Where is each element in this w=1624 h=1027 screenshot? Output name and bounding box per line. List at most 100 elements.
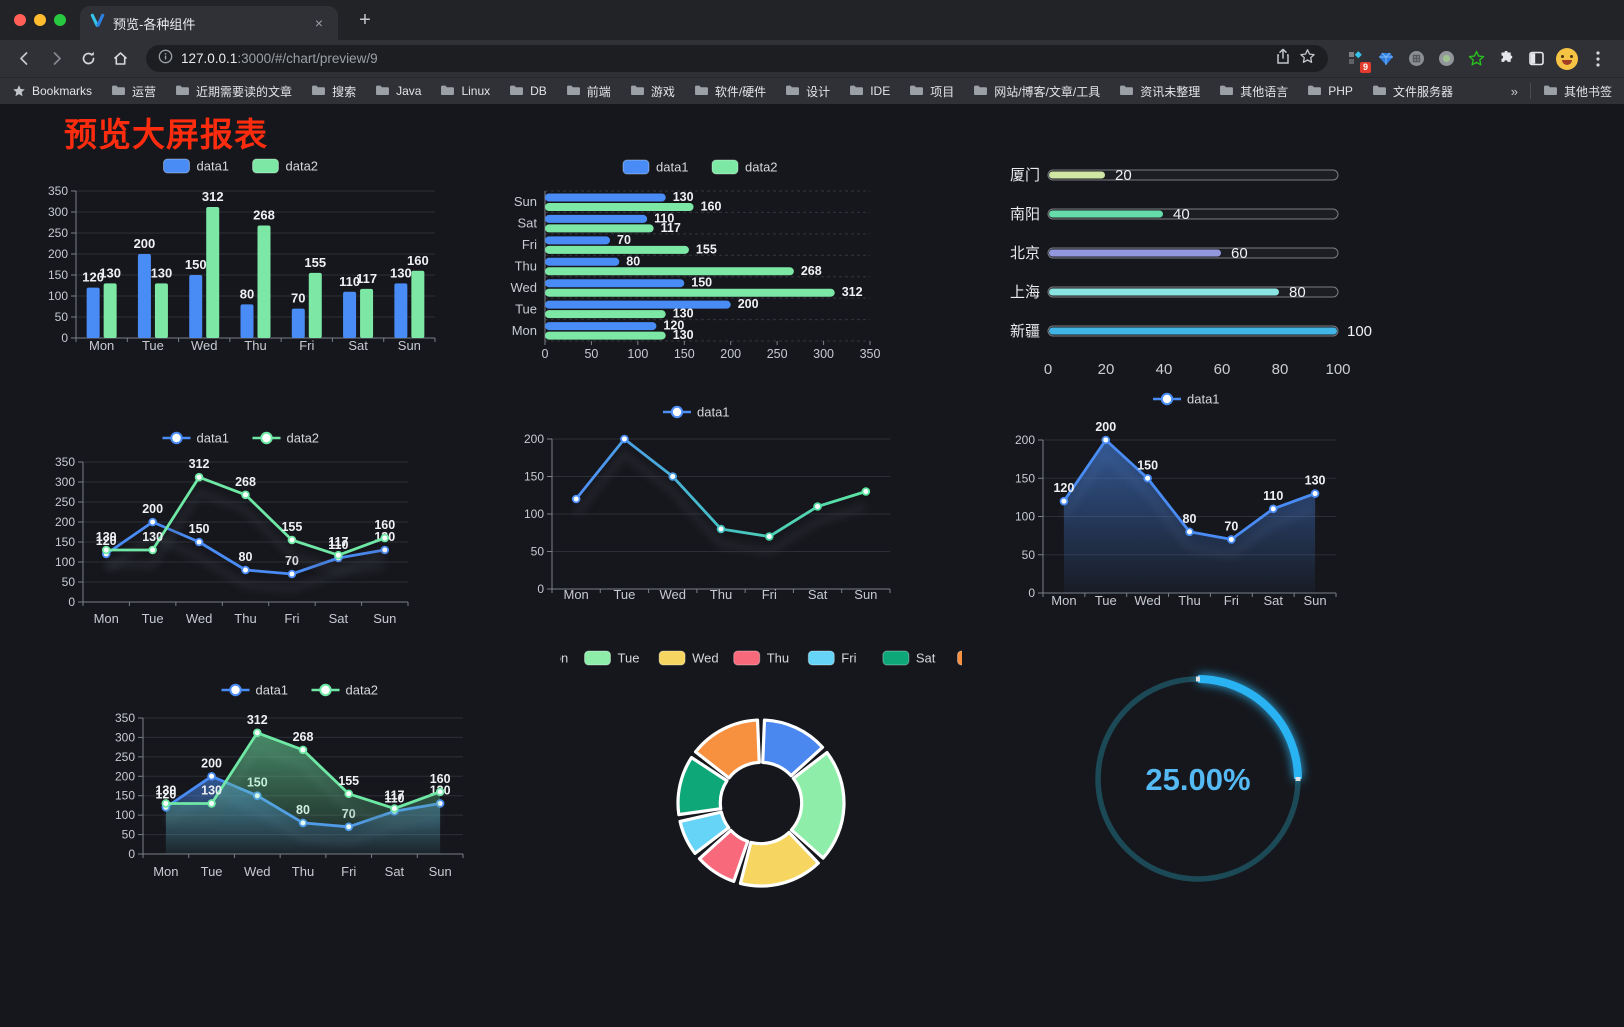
address-bar[interactable]: 127.0.0.1:3000/#/chart/preview/9: [146, 45, 1328, 72]
bookmark-folder[interactable]: PHP: [1307, 84, 1353, 99]
bookmark-folder[interactable]: 资讯未整理: [1119, 83, 1200, 100]
extension-star-icon[interactable]: [1466, 49, 1486, 69]
svg-text:117: 117: [328, 535, 348, 549]
bookmarks-right: » 其他书签: [1511, 83, 1612, 100]
svg-text:Sun: Sun: [398, 338, 421, 353]
browser-tab[interactable]: 预览-各种组件 ×: [80, 6, 338, 40]
tab-close-icon[interactable]: ×: [314, 15, 324, 31]
back-button[interactable]: [10, 45, 38, 73]
profile-avatar[interactable]: [1556, 47, 1578, 70]
bookmark-folder[interactable]: 网站/博客/文章/工具: [973, 83, 1100, 100]
svg-text:Sat: Sat: [517, 216, 537, 231]
bookmark-folder[interactable]: 运营: [111, 83, 156, 100]
forward-button[interactable]: [42, 45, 70, 73]
bookmarks-overflow-chevron[interactable]: »: [1510, 83, 1518, 99]
home-button[interactable]: [106, 45, 134, 73]
chart-line-two-series[interactable]: 0 50 100 150 200 250 300 350 Mon Tue Wed Thu Fri Sat S…: [40, 424, 445, 646]
bookmark-folder[interactable]: 项目: [909, 83, 954, 100]
bookmark-folder[interactable]: DB: [509, 84, 547, 99]
bookmarks-manager[interactable]: Bookmarks: [12, 84, 92, 98]
svg-text:312: 312: [842, 285, 863, 299]
folder-icon: [909, 84, 924, 99]
bookmarks-bar: Bookmarks 运营 近期需要读的文章 搜索 Java Linux DB 前端 游戏 软件/…: [0, 77, 1624, 104]
menu-kebab-icon[interactable]: [1588, 49, 1608, 69]
reload-button[interactable]: [74, 45, 102, 73]
folder-icon: [849, 84, 864, 99]
extension-circle-cmd-icon[interactable]: [1406, 49, 1426, 69]
extension-circle-dot-icon[interactable]: [1436, 49, 1456, 69]
svg-text:50: 50: [531, 545, 545, 559]
folder-icon: [440, 84, 455, 99]
extension-gem-icon[interactable]: [1376, 49, 1396, 69]
svg-text:200: 200: [134, 236, 156, 251]
svg-text:Fri: Fri: [299, 338, 314, 353]
bookmark-star-icon[interactable]: [1299, 48, 1316, 70]
bookmark-folder[interactable]: 文件服务器: [1372, 83, 1453, 100]
bookmark-folder[interactable]: 前端: [566, 83, 611, 100]
site-info-icon[interactable]: [158, 49, 173, 69]
svg-text:新疆: 新疆: [1010, 323, 1040, 340]
bookmark-folder[interactable]: IDE: [849, 84, 890, 99]
bookmark-folder[interactable]: Linux: [440, 84, 490, 99]
share-icon[interactable]: [1275, 48, 1291, 70]
bookmark-folder[interactable]: Java: [375, 84, 421, 99]
close-window-button[interactable]: [14, 14, 26, 26]
bookmark-folder[interactable]: 其他语言: [1219, 83, 1288, 100]
svg-text:Thu: Thu: [710, 587, 732, 602]
chart-area-two-series[interactable]: 0 50 100 150 200 250 300 350 Mon Tue Wed Thu Fri Sat S…: [98, 674, 505, 902]
svg-text:Wed: Wed: [191, 338, 218, 353]
chart-line-area[interactable]: 0 50 100 150 200 Mon Tue Wed Thu Fri Sat Sun data1 12…: [988, 389, 1388, 617]
zoom-window-button[interactable]: [54, 14, 66, 26]
svg-text:Mon: Mon: [1051, 593, 1076, 608]
folder-icon: [1307, 84, 1322, 99]
svg-text:Tue: Tue: [201, 864, 223, 879]
minimize-window-button[interactable]: [34, 14, 46, 26]
svg-text:150: 150: [185, 257, 207, 272]
bookmark-folder[interactable]: 近期需要读的文章: [175, 83, 292, 100]
svg-text:312: 312: [202, 189, 224, 204]
bookmark-folder[interactable]: 设计: [785, 83, 830, 100]
svg-text:200: 200: [1015, 433, 1035, 447]
svg-text:0: 0: [537, 582, 544, 596]
bookmark-folder[interactable]: 游戏: [630, 83, 675, 100]
extension-grid-icon[interactable]: 9: [1346, 49, 1371, 73]
svg-text:155: 155: [338, 774, 359, 788]
svg-text:Wed: Wed: [1134, 593, 1161, 608]
chart-bar-horizontal[interactable]: data1 data2 Sun 130 160 Sat 110 117 Fri 70 155 Thu 8…: [505, 154, 899, 369]
folder-icon: [111, 84, 126, 99]
other-bookmarks-folder[interactable]: 其他书签: [1543, 83, 1612, 100]
svg-text:Thu: Thu: [234, 611, 256, 626]
svg-text:268: 268: [293, 730, 314, 744]
tab-title: 预览-各种组件: [113, 16, 196, 32]
svg-text:200: 200: [55, 515, 75, 529]
svg-text:117: 117: [661, 221, 681, 235]
svg-text:Tue: Tue: [142, 338, 164, 353]
bookmark-folder[interactable]: 软件/硬件: [694, 83, 766, 100]
folder-icon: [973, 84, 988, 99]
folder-icon: [311, 84, 326, 99]
chart-canvas: 0 50 100 150 200 Mon Tue Wed Thu Fri Sat Sun data1: [524, 405, 891, 602]
svg-text:155: 155: [696, 242, 717, 256]
chart-canvas: 25.00%: [1095, 675, 1302, 882]
svg-text:80: 80: [240, 286, 254, 301]
sidebar-toggle-icon[interactable]: [1526, 49, 1546, 69]
chart-line-gradient[interactable]: 0 50 100 150 200 Mon Tue Wed Thu Fri Sat Sun data1: [498, 399, 898, 621]
svg-text:80: 80: [626, 254, 640, 268]
svg-text:100: 100: [1015, 510, 1035, 524]
extension-cluster: 9: [1340, 47, 1614, 73]
chart-gauge-percent[interactable]: 25.00%: [1048, 627, 1348, 939]
svg-text:100: 100: [1325, 361, 1350, 378]
chart-city-progress[interactable]: 厦门 20 南阳 40 北京 60 上海 80 新疆 100 0 20 40 60 80 100: [1000, 159, 1392, 389]
svg-text:130: 130: [673, 307, 694, 321]
svg-text:117: 117: [384, 789, 404, 803]
url-text[interactable]: 127.0.0.1:3000/#/chart/preview/9: [181, 51, 1267, 66]
chart-bar-vertical[interactable]: 0 50 100 150 200 250 300 350 Mon Tue Wed Thu Fri Sat S…: [40, 149, 445, 367]
new-tab-button[interactable]: +: [359, 9, 371, 31]
svg-text:Fri: Fri: [284, 611, 299, 626]
svg-text:Wed: Wed: [244, 864, 270, 879]
extensions-puzzle-icon[interactable]: [1496, 49, 1516, 69]
bookmark-folder[interactable]: 搜索: [311, 83, 356, 100]
svg-text:0: 0: [128, 847, 135, 861]
svg-text:data2: data2: [745, 160, 778, 175]
